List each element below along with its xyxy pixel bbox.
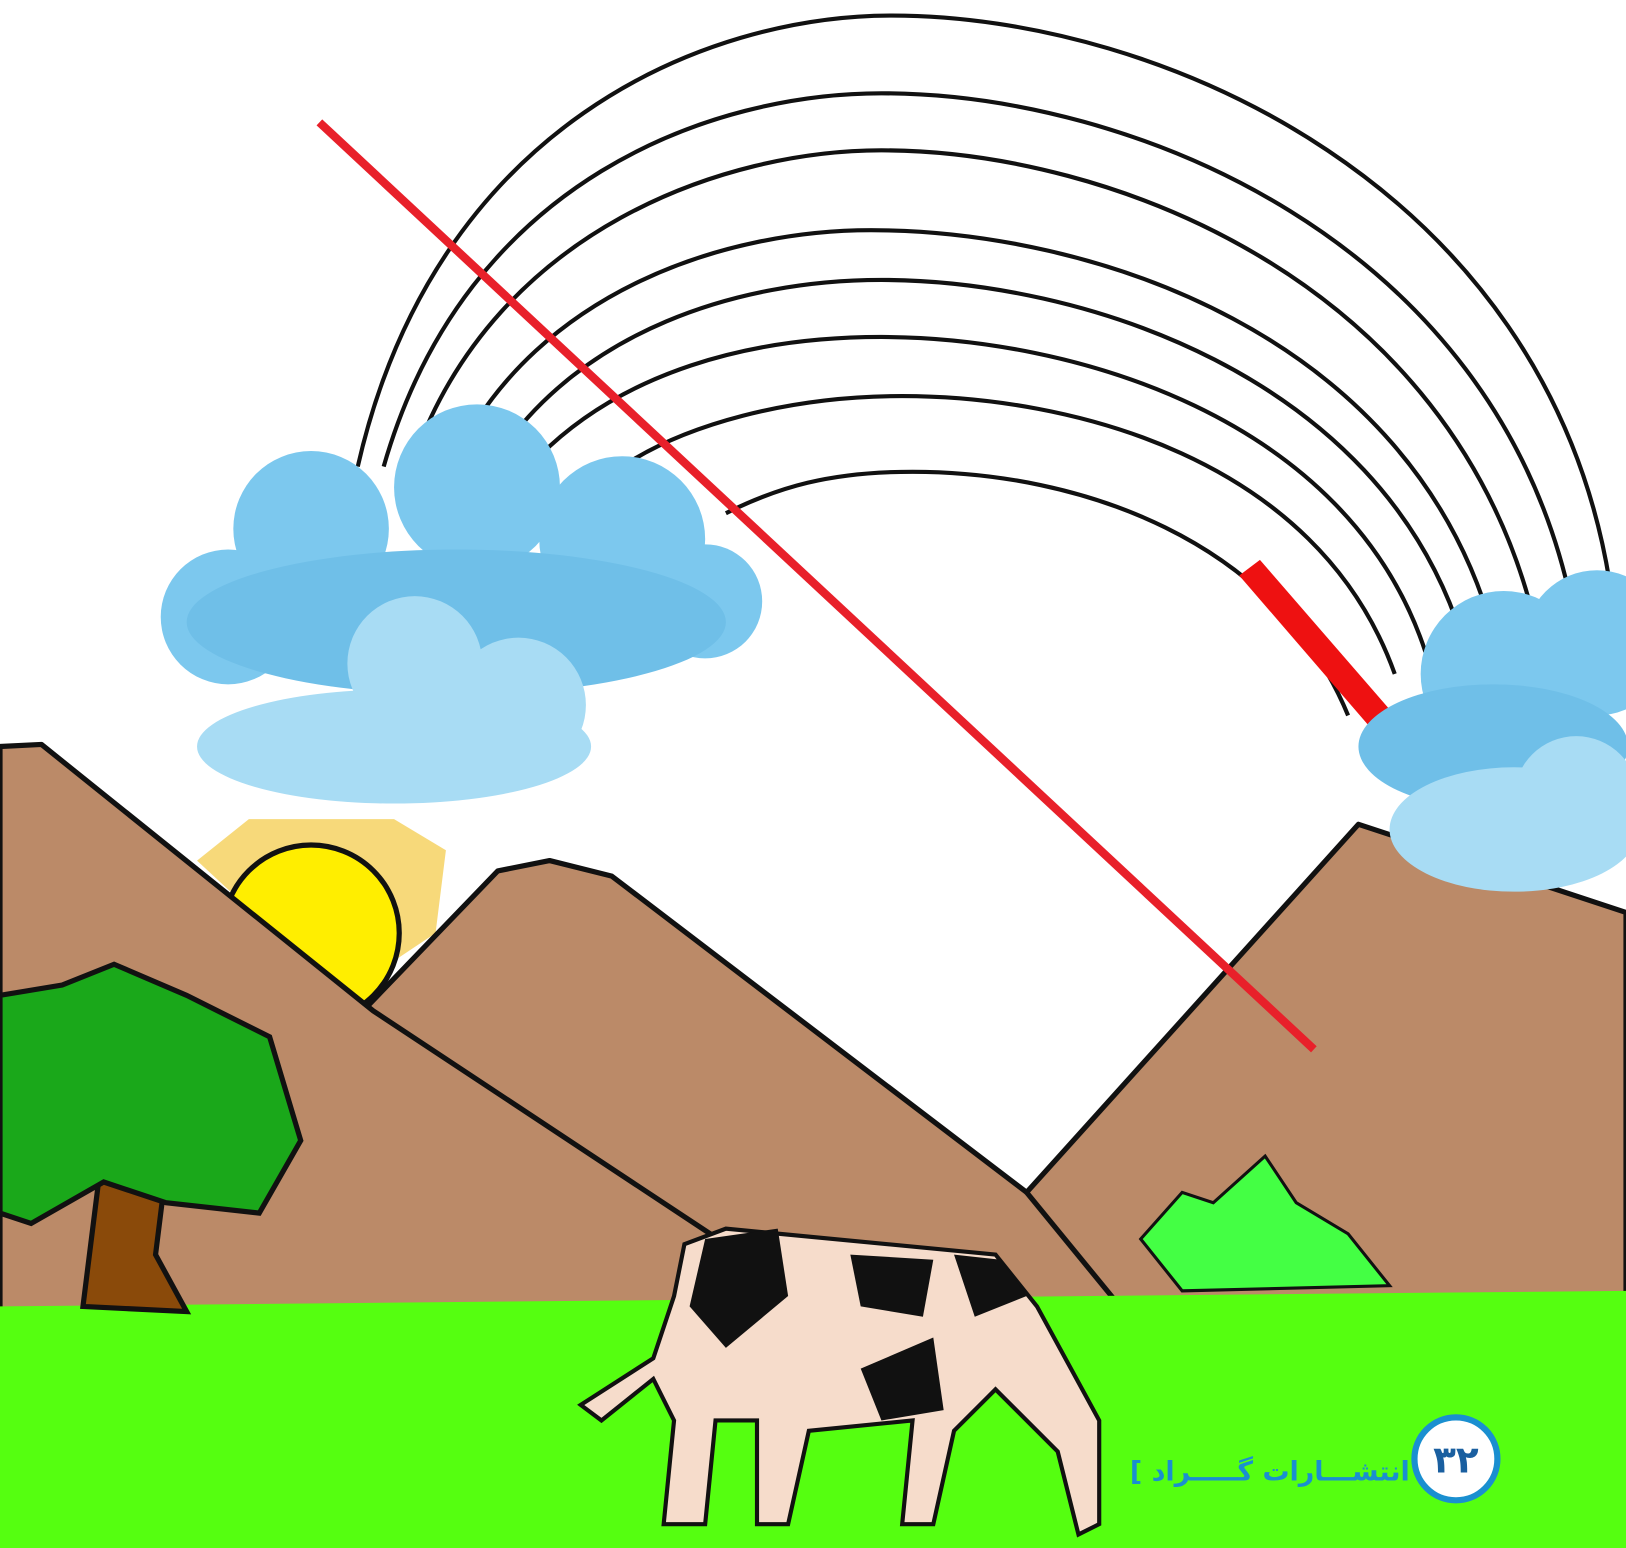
publisher-name: [ انتشـــارات گـــــراد ] [1130,1456,1432,1488]
cloud-puff [394,404,560,570]
page-number: ۳۲ [1433,1437,1479,1481]
illustration: [ انتشـــارات گـــــراد ] ۳۲ [0,0,1626,1548]
cloud-puff [197,689,591,803]
page: [ انتشـــارات گـــــراد ] ۳۲ (() => { co… [0,0,1626,1548]
